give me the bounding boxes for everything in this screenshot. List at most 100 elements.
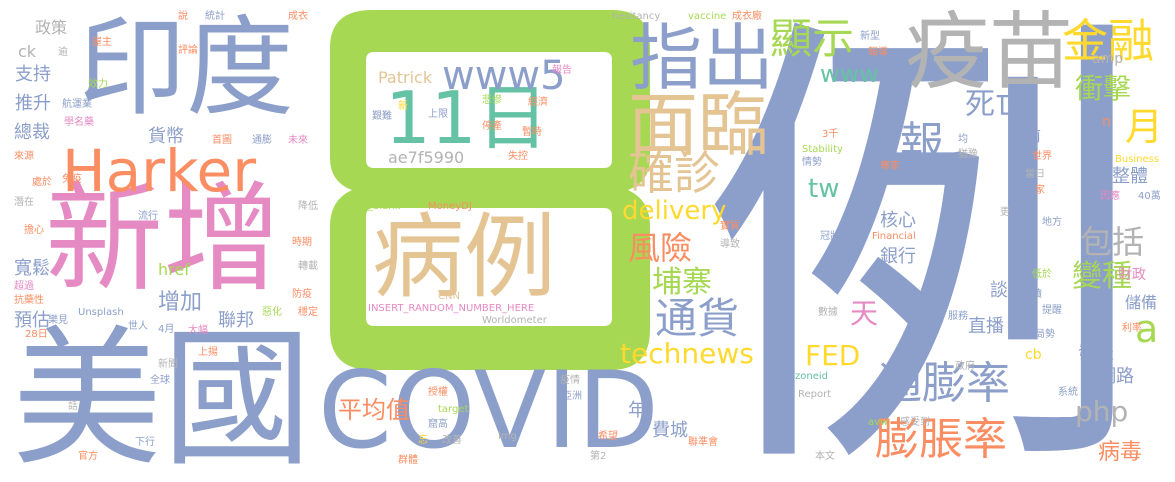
word: 轉載	[298, 261, 318, 272]
word: 死亡	[965, 87, 1025, 122]
word: 專家	[880, 161, 900, 172]
word: 猶豫	[958, 149, 978, 160]
word: 低於	[1032, 269, 1052, 280]
word: INSERT_RANDOM_NUMBER_HERE	[368, 303, 535, 314]
word: 11日	[385, 76, 549, 160]
word: _blank	[368, 201, 401, 212]
word: 直播	[968, 316, 1004, 337]
word: 通膨率	[878, 358, 1010, 409]
word: 逾	[58, 47, 68, 58]
word: 局勢	[1035, 329, 1055, 340]
word: 更	[1000, 207, 1010, 218]
word: 均	[958, 134, 968, 145]
word: 窟高	[428, 419, 448, 430]
word: 新增	[45, 170, 282, 308]
word: 衝擊	[1075, 72, 1132, 105]
word: 報	[900, 118, 944, 169]
word: 整體	[1112, 166, 1148, 187]
word: 財政	[1118, 267, 1146, 283]
word: 40萬	[1138, 191, 1161, 202]
word: 家	[1035, 185, 1045, 196]
word: 確診	[628, 146, 720, 200]
word: 大幅	[188, 325, 208, 336]
word: 疫情	[560, 375, 580, 386]
word: 總裁	[14, 122, 50, 143]
word: avw	[868, 417, 889, 428]
word: 屋主	[92, 37, 112, 48]
word: amp	[1092, 51, 1124, 67]
word: zoneid	[795, 371, 828, 382]
word: 疫苗	[905, 3, 1074, 101]
word: Stability	[802, 144, 843, 155]
word: 降低	[298, 201, 318, 212]
word: 發表	[1078, 343, 1114, 364]
word: ae7f5990	[388, 148, 465, 167]
word: 聯邦	[218, 310, 254, 331]
word: 說	[178, 11, 188, 22]
word: 下行	[135, 437, 155, 448]
word: 貨幣	[148, 126, 184, 147]
word: 服務	[948, 311, 968, 322]
word: CNN	[438, 291, 460, 302]
word: 變種	[1072, 259, 1132, 294]
word: 樂見	[48, 315, 68, 326]
word: 連續	[1022, 289, 1042, 300]
word: 報告	[552, 65, 572, 76]
word: 超過	[14, 281, 34, 292]
word: 前	[1025, 126, 1042, 145]
word: 處於	[32, 177, 52, 188]
word: 失控	[508, 151, 528, 162]
word: 新型	[860, 31, 880, 42]
word: 利率	[1122, 323, 1142, 334]
word: 暫時	[522, 127, 542, 138]
word: 上揚	[198, 347, 218, 358]
word: Unsplash	[78, 307, 124, 318]
word: 寬鬆	[14, 258, 50, 279]
word: 擔心	[24, 225, 44, 236]
word: 支持	[15, 64, 51, 85]
word: 時期	[292, 237, 312, 248]
word: 地方	[1042, 217, 1062, 228]
word: 艱難	[372, 111, 392, 122]
word: Financial	[872, 231, 916, 242]
word: 統計	[205, 11, 225, 22]
word: COVID	[318, 349, 659, 472]
word: 希望	[598, 431, 618, 442]
word: 免疫	[62, 174, 82, 185]
word: 核心	[880, 210, 916, 231]
word: www5	[442, 53, 566, 99]
word: href	[158, 260, 190, 279]
word: 新聞	[158, 359, 178, 370]
word: Business	[1115, 154, 1160, 165]
word: 推升	[15, 93, 51, 114]
word: 官方	[78, 451, 98, 462]
word: 28日	[25, 329, 48, 340]
word: 亞洲	[562, 391, 582, 402]
word: a	[1135, 307, 1159, 351]
word: target	[438, 404, 469, 415]
word: 新	[398, 101, 408, 112]
word: 世人	[128, 321, 148, 332]
word: 效力	[88, 79, 108, 90]
word: 報導	[868, 47, 888, 58]
word: Harker	[62, 137, 257, 205]
word: 成衣廠	[732, 11, 762, 22]
word: 銀行	[880, 246, 916, 267]
word: delivery	[622, 196, 727, 226]
word: 談話	[990, 280, 1026, 301]
word: 停產	[482, 121, 502, 132]
word: 年	[628, 400, 646, 421]
word: FED	[805, 339, 861, 372]
word: 指出	[630, 16, 775, 100]
word: 費城	[652, 420, 688, 441]
word: 美國	[12, 313, 313, 482]
word: 群體	[398, 455, 418, 466]
word: 流行	[138, 211, 158, 222]
word: 通膨	[252, 135, 272, 146]
word: 惡化	[262, 307, 282, 318]
word: 提醒	[1042, 305, 1062, 316]
word: 增加	[158, 290, 203, 315]
word: 因應	[1100, 191, 1120, 202]
